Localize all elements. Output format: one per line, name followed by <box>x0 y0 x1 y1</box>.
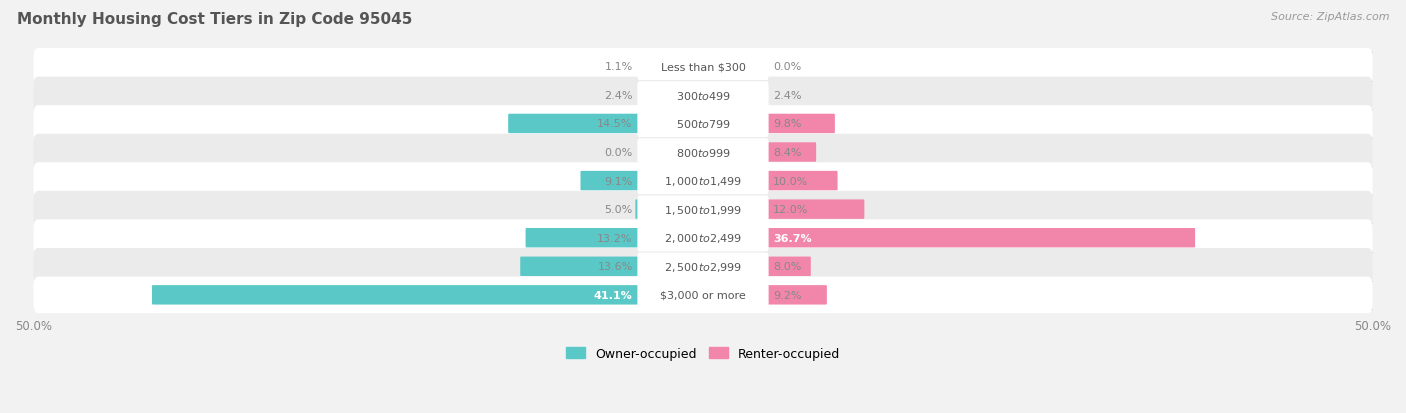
FancyBboxPatch shape <box>34 163 1372 199</box>
FancyBboxPatch shape <box>152 285 703 305</box>
FancyBboxPatch shape <box>34 220 1372 256</box>
FancyBboxPatch shape <box>637 167 769 195</box>
Text: $800 to $999: $800 to $999 <box>675 147 731 159</box>
FancyBboxPatch shape <box>688 57 703 77</box>
FancyBboxPatch shape <box>637 224 769 252</box>
Text: 13.2%: 13.2% <box>598 233 633 243</box>
FancyBboxPatch shape <box>34 191 1372 228</box>
FancyBboxPatch shape <box>637 281 769 309</box>
FancyBboxPatch shape <box>671 86 703 105</box>
FancyBboxPatch shape <box>34 77 1372 114</box>
Text: $500 to $799: $500 to $799 <box>675 118 731 130</box>
FancyBboxPatch shape <box>703 86 735 105</box>
FancyBboxPatch shape <box>703 171 838 191</box>
FancyBboxPatch shape <box>636 200 703 219</box>
Text: 8.4%: 8.4% <box>773 147 801 158</box>
FancyBboxPatch shape <box>637 196 769 223</box>
Text: 1.1%: 1.1% <box>605 62 633 72</box>
Text: 14.5%: 14.5% <box>598 119 633 129</box>
Text: Monthly Housing Cost Tiers in Zip Code 95045: Monthly Housing Cost Tiers in Zip Code 9… <box>17 12 412 27</box>
Text: 41.1%: 41.1% <box>593 290 633 300</box>
Text: 13.6%: 13.6% <box>598 262 633 272</box>
Text: 12.0%: 12.0% <box>773 204 808 215</box>
FancyBboxPatch shape <box>703 228 1195 248</box>
FancyBboxPatch shape <box>34 106 1372 142</box>
Text: $3,000 or more: $3,000 or more <box>661 290 745 300</box>
FancyBboxPatch shape <box>637 82 769 109</box>
FancyBboxPatch shape <box>703 114 835 134</box>
Text: 5.0%: 5.0% <box>605 204 633 215</box>
FancyBboxPatch shape <box>520 257 703 276</box>
FancyBboxPatch shape <box>703 257 811 276</box>
Text: $2,500 to $2,999: $2,500 to $2,999 <box>664 260 742 273</box>
Text: Less than $300: Less than $300 <box>661 62 745 72</box>
FancyBboxPatch shape <box>34 248 1372 285</box>
Text: $300 to $499: $300 to $499 <box>675 90 731 102</box>
FancyBboxPatch shape <box>637 139 769 166</box>
Legend: Owner-occupied, Renter-occupied: Owner-occupied, Renter-occupied <box>561 342 845 365</box>
FancyBboxPatch shape <box>581 171 703 191</box>
Text: $2,000 to $2,499: $2,000 to $2,499 <box>664 232 742 244</box>
FancyBboxPatch shape <box>526 228 703 248</box>
Text: 10.0%: 10.0% <box>773 176 808 186</box>
FancyBboxPatch shape <box>34 49 1372 85</box>
Text: 2.4%: 2.4% <box>773 90 801 101</box>
Text: 8.0%: 8.0% <box>773 262 801 272</box>
Text: $1,000 to $1,499: $1,000 to $1,499 <box>664 175 742 188</box>
FancyBboxPatch shape <box>34 134 1372 171</box>
Text: Source: ZipAtlas.com: Source: ZipAtlas.com <box>1271 12 1389 22</box>
FancyBboxPatch shape <box>703 200 865 219</box>
FancyBboxPatch shape <box>703 285 827 305</box>
Text: 9.8%: 9.8% <box>773 119 801 129</box>
Text: $1,500 to $1,999: $1,500 to $1,999 <box>664 203 742 216</box>
Text: 0.0%: 0.0% <box>605 147 633 158</box>
FancyBboxPatch shape <box>703 143 815 162</box>
Text: 36.7%: 36.7% <box>773 233 811 243</box>
FancyBboxPatch shape <box>637 53 769 81</box>
Text: 2.4%: 2.4% <box>605 90 633 101</box>
FancyBboxPatch shape <box>637 110 769 138</box>
Text: 9.1%: 9.1% <box>605 176 633 186</box>
FancyBboxPatch shape <box>637 253 769 280</box>
FancyBboxPatch shape <box>508 114 703 134</box>
FancyBboxPatch shape <box>34 277 1372 313</box>
Text: 9.2%: 9.2% <box>773 290 801 300</box>
Text: 0.0%: 0.0% <box>773 62 801 72</box>
